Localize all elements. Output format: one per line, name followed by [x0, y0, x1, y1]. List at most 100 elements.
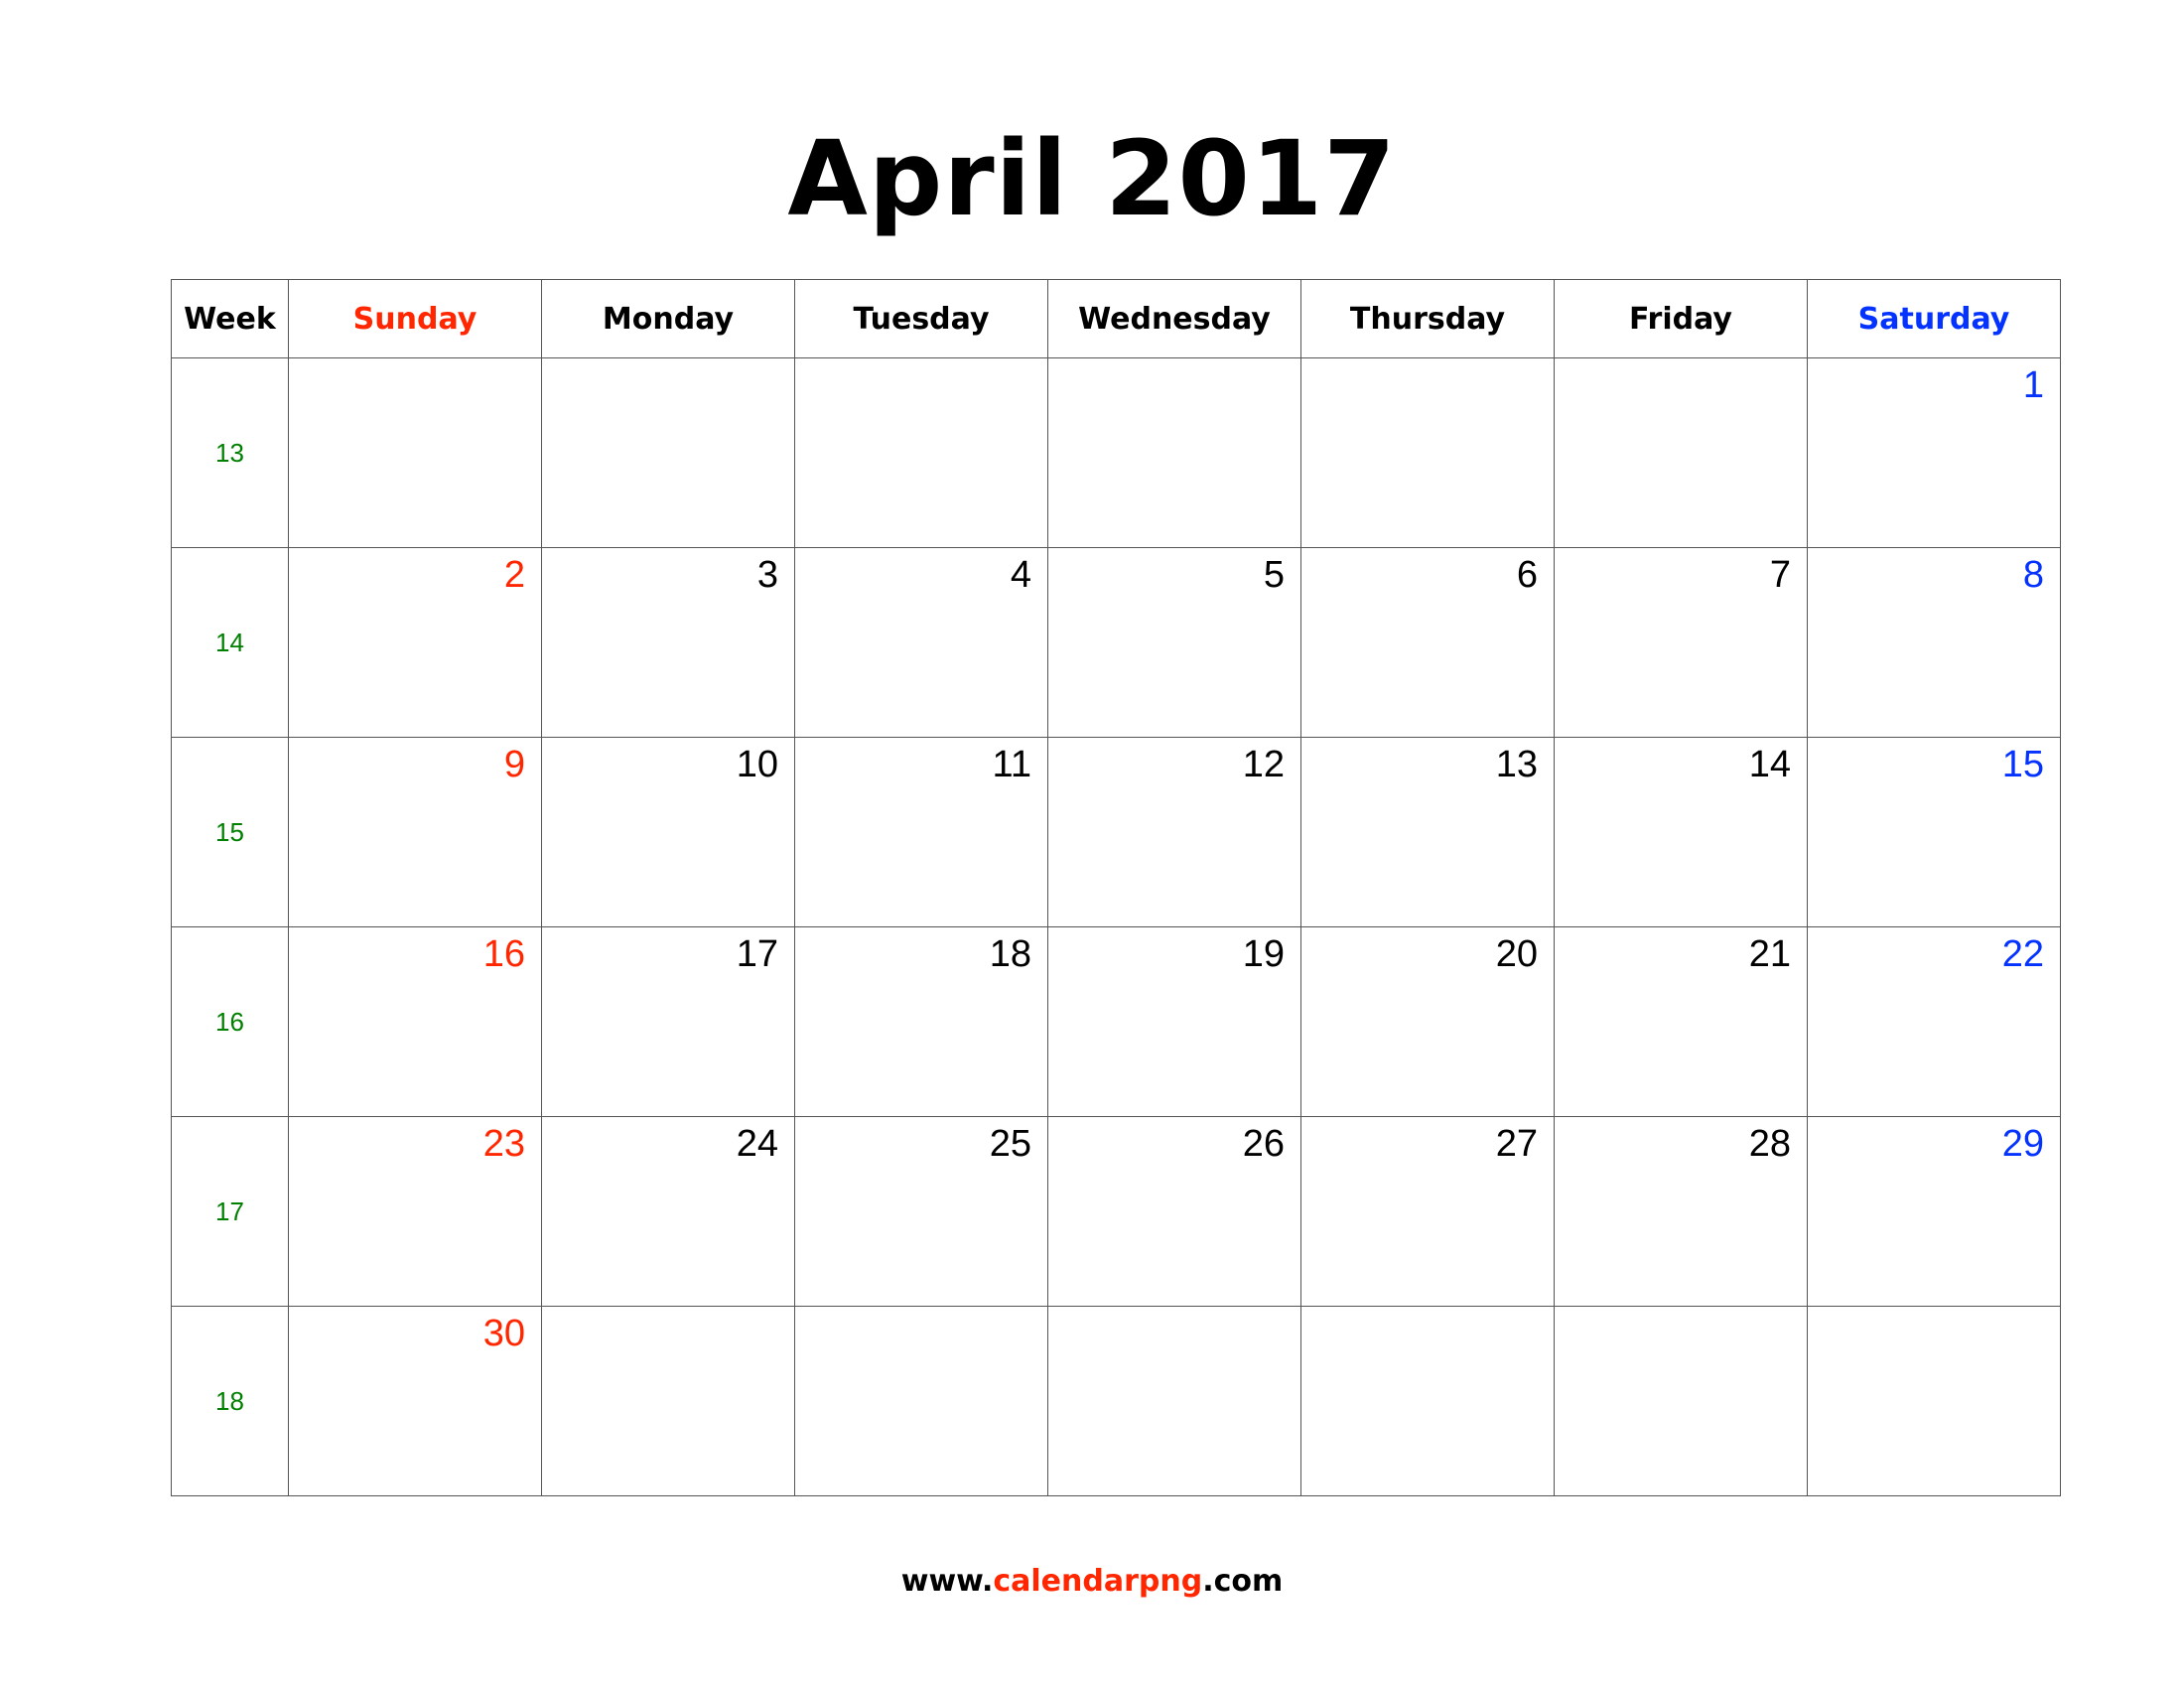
day-cell[interactable]: 26: [1047, 1116, 1301, 1307]
day-number: 19: [1242, 933, 1285, 975]
day-cell[interactable]: 17: [541, 926, 795, 1117]
week-number: 18: [215, 1385, 244, 1416]
week-row: 17 23 24 25 26 27 28 29: [171, 1116, 2061, 1307]
day-number: 5: [1263, 554, 1285, 596]
day-cell[interactable]: 9: [288, 737, 542, 927]
day-number: 17: [736, 933, 778, 975]
day-cell[interactable]: 29: [1807, 1116, 2061, 1307]
week-number: 13: [215, 437, 244, 468]
day-number: 16: [482, 933, 525, 975]
day-number: 22: [2001, 933, 2044, 975]
day-cell[interactable]: 24: [541, 1116, 795, 1307]
day-number: 15: [2001, 744, 2044, 785]
header-week: Week: [171, 279, 289, 358]
day-cell[interactable]: [1807, 1306, 2061, 1496]
day-cell[interactable]: [794, 1306, 1048, 1496]
week-number: 14: [215, 627, 244, 657]
header-sunday: Sunday: [288, 279, 542, 358]
day-number: 8: [2022, 554, 2044, 596]
day-number: 1: [2022, 364, 2044, 406]
week-number-cell: 15: [171, 737, 289, 927]
week-number-cell: 13: [171, 357, 289, 548]
day-number: 26: [1242, 1123, 1285, 1165]
day-cell[interactable]: [541, 1306, 795, 1496]
day-cell[interactable]: [1300, 357, 1555, 548]
day-cell[interactable]: 11: [794, 737, 1048, 927]
day-number: 23: [482, 1123, 525, 1165]
day-cell[interactable]: 16: [288, 926, 542, 1117]
day-cell[interactable]: [1554, 357, 1808, 548]
day-number: 9: [503, 744, 525, 785]
day-cell[interactable]: 3: [541, 547, 795, 738]
day-number: 25: [989, 1123, 1031, 1165]
day-cell[interactable]: [1554, 1306, 1808, 1496]
day-number: 2: [503, 554, 525, 596]
day-number: 12: [1242, 744, 1285, 785]
day-number: 13: [1495, 744, 1538, 785]
day-number: 21: [1748, 933, 1791, 975]
day-cell[interactable]: 20: [1300, 926, 1555, 1117]
day-cell[interactable]: 7: [1554, 547, 1808, 738]
day-cell[interactable]: 23: [288, 1116, 542, 1307]
header-saturday: Saturday: [1807, 279, 2061, 358]
header-row: Week Sunday Monday Tuesday Wednesday Thu…: [171, 279, 2061, 358]
week-number: 16: [215, 1006, 244, 1037]
day-cell[interactable]: 1: [1807, 357, 2061, 548]
day-cell[interactable]: [794, 357, 1048, 548]
header-monday: Monday: [541, 279, 795, 358]
day-cell[interactable]: [288, 357, 542, 548]
day-number: 14: [1748, 744, 1791, 785]
day-cell[interactable]: 8: [1807, 547, 2061, 738]
day-cell[interactable]: 13: [1300, 737, 1555, 927]
day-cell[interactable]: 18: [794, 926, 1048, 1117]
day-cell[interactable]: 4: [794, 547, 1048, 738]
calendar-title: April 2017: [787, 118, 1397, 239]
day-number: 30: [482, 1313, 525, 1354]
header-tuesday: Tuesday: [794, 279, 1048, 358]
day-cell[interactable]: 14: [1554, 737, 1808, 927]
day-number: 24: [736, 1123, 778, 1165]
day-number: 6: [1516, 554, 1538, 596]
header-friday: Friday: [1554, 279, 1808, 358]
day-cell[interactable]: 30: [288, 1306, 542, 1496]
day-cell[interactable]: 25: [794, 1116, 1048, 1307]
week-row: 14 2 3 4 5 6 7 8: [171, 547, 2061, 738]
week-number: 15: [215, 816, 244, 847]
day-cell[interactable]: 22: [1807, 926, 2061, 1117]
day-cell[interactable]: 19: [1047, 926, 1301, 1117]
footer-prefix: www.: [900, 1564, 994, 1599]
day-cell[interactable]: 12: [1047, 737, 1301, 927]
week-number-cell: 17: [171, 1116, 289, 1307]
day-number: 18: [989, 933, 1031, 975]
day-number: 7: [1769, 554, 1791, 596]
header-thursday: Thursday: [1300, 279, 1555, 358]
day-cell[interactable]: [1300, 1306, 1555, 1496]
header-wednesday: Wednesday: [1047, 279, 1301, 358]
footer-website[interactable]: www.calendarpng.com: [0, 1564, 2184, 1599]
week-number-cell: 14: [171, 547, 289, 738]
day-number: 29: [2001, 1123, 2044, 1165]
day-number: 3: [756, 554, 778, 596]
week-row: 15 9 10 11 12 13 14 15: [171, 737, 2061, 927]
day-cell[interactable]: 2: [288, 547, 542, 738]
day-number: 4: [1010, 554, 1031, 596]
footer-suffix: .com: [1202, 1564, 1284, 1599]
calendar-grid: Week Sunday Monday Tuesday Wednesday Thu…: [171, 279, 2061, 1496]
week-number-cell: 16: [171, 926, 289, 1117]
day-cell[interactable]: [1047, 357, 1301, 548]
footer-highlight: calendarpng: [993, 1564, 1203, 1599]
week-row: 16 16 17 18 19 20 21 22: [171, 926, 2061, 1117]
day-cell[interactable]: 10: [541, 737, 795, 927]
week-row: 13 1: [171, 357, 2061, 548]
day-cell[interactable]: 15: [1807, 737, 2061, 927]
day-cell[interactable]: [541, 357, 795, 548]
day-cell[interactable]: [1047, 1306, 1301, 1496]
day-cell[interactable]: 21: [1554, 926, 1808, 1117]
week-number-cell: 18: [171, 1306, 289, 1496]
day-number: 28: [1748, 1123, 1791, 1165]
day-cell[interactable]: 5: [1047, 547, 1301, 738]
day-cell[interactable]: 27: [1300, 1116, 1555, 1307]
day-number: 27: [1495, 1123, 1538, 1165]
day-cell[interactable]: 6: [1300, 547, 1555, 738]
day-cell[interactable]: 28: [1554, 1116, 1808, 1307]
